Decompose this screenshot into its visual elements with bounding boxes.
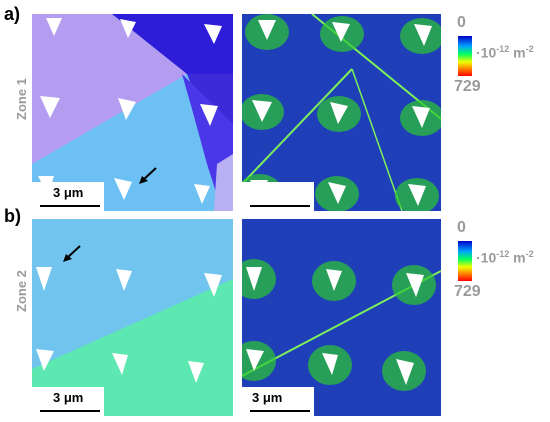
scale-bar-a-left [40,205,100,207]
scale-bar-a-right [250,205,310,207]
orientation-map-b-image [32,219,233,416]
panel-b-letter: b) [4,206,21,226]
arrow-icon [62,244,82,264]
density-map-b: 3 μm [242,219,441,416]
orientation-map-b: 3 μm [32,219,233,416]
colorbar-a-bottom-label: 729 [454,78,481,95]
density-map-a [242,14,441,211]
colorbar-a [458,36,472,76]
panel-a-letter: a) [4,4,21,24]
colorbar-a-unit: ·10-12 m-2 [476,44,534,61]
colorbar-a-top-label: 0 [457,14,466,31]
colorbar-b-bottom-label: 729 [454,283,481,300]
orientation-map-a-image [32,14,233,211]
density-map-b-image [242,219,441,416]
arrow-icon [138,166,158,186]
density-map-a-image [242,14,441,211]
colorbar-b [458,241,472,281]
zone-2-label: Zone 2 [14,270,29,312]
scale-label-a-left: 3 μm [53,185,84,200]
orientation-map-a: 3 μm [32,14,233,211]
colorbar-b-unit: ·10-12 m-2 [476,249,534,266]
colorbar-b-top-label: 0 [457,219,466,236]
scale-bar-b-right [250,410,310,412]
scale-label-b-left: 3 μm [53,390,84,405]
zone-1-label: Zone 1 [14,78,29,120]
scale-label-b-right: 3 μm [252,390,283,405]
scale-bar-b-left [40,410,100,412]
